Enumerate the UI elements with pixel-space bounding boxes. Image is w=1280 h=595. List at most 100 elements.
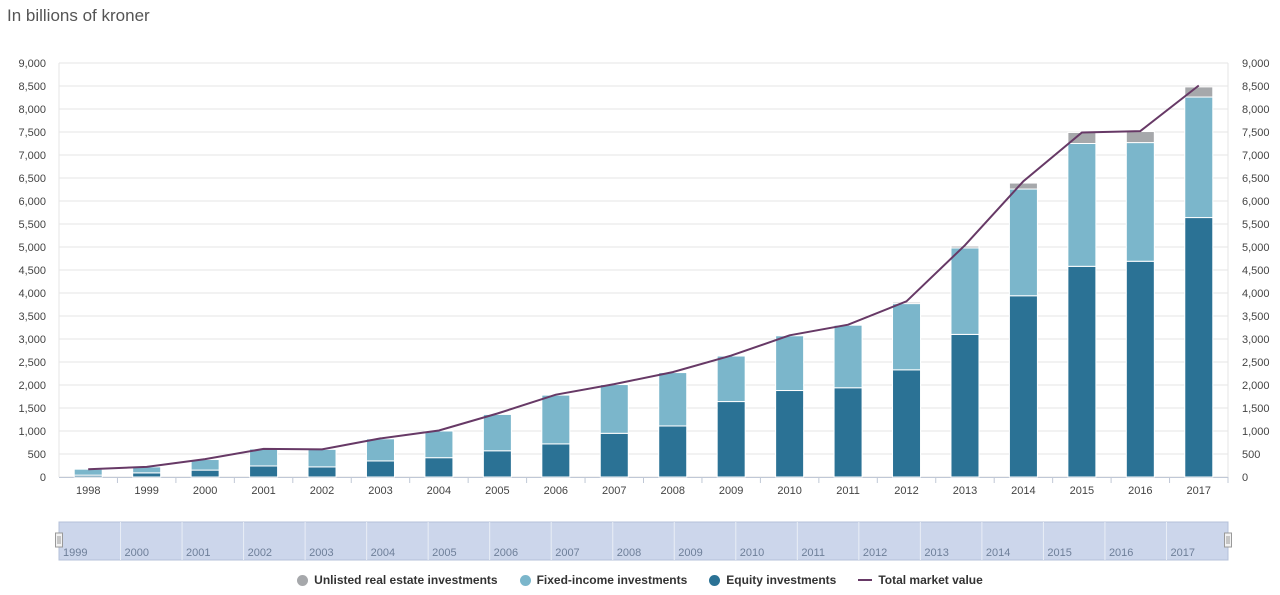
y-tick-label-right: 1,500 <box>1242 403 1270 415</box>
bar-fixed-2010[interactable] <box>775 335 805 392</box>
bar-equity-2016[interactable] <box>1125 260 1155 478</box>
y-tick-label-right: 6,000 <box>1242 196 1270 208</box>
y-tick-label-left: 4,000 <box>18 288 46 300</box>
x-tick-label: 2016 <box>1128 485 1152 497</box>
total-line-series[interactable] <box>88 84 1200 471</box>
y-tick-label-right: 3,000 <box>1242 334 1270 346</box>
navigator-label: 2008 <box>617 547 641 559</box>
x-tick-label: 2013 <box>953 485 977 497</box>
bar-equity-2004[interactable] <box>424 457 454 478</box>
legend-label: Total market value <box>878 573 983 587</box>
bar-fixed-1998[interactable] <box>73 468 103 476</box>
legend-item-fixed-income[interactable]: Fixed-income investments <box>519 573 687 587</box>
navigator-label: 2015 <box>1047 547 1071 559</box>
legend-item-unlisted[interactable]: Unlisted real estate investments <box>297 573 498 587</box>
total-line-swatch-icon <box>858 579 873 581</box>
equity-swatch-icon <box>709 574 721 586</box>
x-tick-label: 2012 <box>894 485 918 497</box>
y-tick-label-left: 5,000 <box>18 242 46 254</box>
bar-fixed-2008[interactable] <box>658 372 688 427</box>
bar-fixed-2004[interactable] <box>424 430 454 459</box>
x-tick-label: 2005 <box>485 485 509 497</box>
bar-equity-2000[interactable] <box>190 469 220 478</box>
x-tick-label: 2004 <box>427 485 451 497</box>
navigator-label: 2017 <box>1170 547 1194 559</box>
bar-equity-2003[interactable] <box>365 460 395 478</box>
y-tick-label-left: 500 <box>28 449 46 461</box>
bar-equity-2012[interactable] <box>892 369 922 478</box>
navigator-right-handle[interactable] <box>1224 532 1232 548</box>
x-tick-label: 2000 <box>193 485 217 497</box>
unlisted-swatch-icon <box>297 574 309 586</box>
bar-unlisted-2014[interactable] <box>1008 182 1038 190</box>
bar-fixed-2003[interactable] <box>365 438 395 462</box>
x-tick-label: 2001 <box>251 485 275 497</box>
chart-canvas: 0 0 500 500 1,000 1,000 1,500 1,500 2,000 2,000 2,… <box>18 58 1270 561</box>
bar-fixed-2006[interactable] <box>541 394 571 445</box>
x-tick-label: 2007 <box>602 485 626 497</box>
bar-fixed-2007[interactable] <box>599 384 629 434</box>
total-market-value-line[interactable] <box>88 84 1200 471</box>
bar-equity-1999[interactable] <box>132 472 162 478</box>
bar-fixed-2016[interactable] <box>1125 142 1155 262</box>
bar-fixed-2017[interactable] <box>1184 96 1214 219</box>
bar-equity-2002[interactable] <box>307 466 337 478</box>
bar-equity-2014[interactable] <box>1008 295 1038 478</box>
bar-fixed-2011[interactable] <box>833 324 863 389</box>
bar-equity-2008[interactable] <box>658 425 688 478</box>
bar-unlisted-2016[interactable] <box>1125 131 1155 144</box>
bar-equity-2001[interactable] <box>249 465 279 478</box>
navigator-label: 2004 <box>371 547 395 559</box>
x-tick-label: 2015 <box>1070 485 1094 497</box>
bar-equity-2013[interactable] <box>950 333 980 478</box>
bar-equity-2017[interactable] <box>1184 217 1214 478</box>
navigator-range-mask[interactable] <box>58 521 1229 561</box>
bar-fixed-2002[interactable] <box>307 448 337 468</box>
bar-fixed-2005[interactable] <box>482 413 512 452</box>
y-tick-label-right: 9,000 <box>1242 58 1270 70</box>
bar-fixed-2013[interactable] <box>950 247 980 335</box>
y-tick-label-left: 7,000 <box>18 150 46 162</box>
y-tick-label-left: 0 <box>40 472 46 484</box>
y-tick-label-left: 2,500 <box>18 357 46 369</box>
y-tick-label-left: 6,500 <box>18 173 46 185</box>
range-navigator[interactable]: 1999 2000 2001 2002 2003 2004 2005 2006 2007 2008… <box>55 521 1232 561</box>
bar-fixed-2009[interactable] <box>716 355 746 403</box>
bar-equity-2006[interactable] <box>541 443 571 478</box>
y-tick-label-right: 8,500 <box>1242 81 1270 93</box>
y-tick-label-left: 8,000 <box>18 104 46 116</box>
legend-label: Equity investments <box>726 573 837 587</box>
bar-equity-2011[interactable] <box>833 387 863 478</box>
navigator-label: 2000 <box>125 547 149 559</box>
y-tick-label-left: 8,500 <box>18 81 46 93</box>
x-tick-label: 2003 <box>368 485 392 497</box>
bar-equity-2009[interactable] <box>716 401 746 478</box>
navigator-label: 2016 <box>1109 547 1133 559</box>
navigator-label: 2011 <box>801 547 825 559</box>
bar-unlisted-2012[interactable] <box>892 301 922 305</box>
y-tick-label-right: 7,000 <box>1242 150 1270 162</box>
bar-equity-2015[interactable] <box>1067 265 1097 478</box>
chart-legend: Unlisted real estate investments Fixed-i… <box>0 573 1280 587</box>
y-tick-label-right: 6,500 <box>1242 173 1270 185</box>
bar-equity-2007[interactable] <box>599 432 629 478</box>
bar-fixed-2014[interactable] <box>1008 188 1038 297</box>
y-tick-label-right: 5,000 <box>1242 242 1270 254</box>
bar-unlisted-2017[interactable] <box>1184 86 1214 98</box>
y-tick-label-right: 1,000 <box>1242 426 1270 438</box>
bar-equity-2005[interactable] <box>482 450 512 478</box>
legend-item-equity[interactable]: Equity investments <box>709 573 836 587</box>
bar-fixed-2015[interactable] <box>1067 143 1097 267</box>
legend-item-total[interactable]: Total market value <box>858 573 983 587</box>
bar-series[interactable] <box>73 86 1214 478</box>
bar-fixed-2012[interactable] <box>892 303 922 371</box>
navigator-left-handle[interactable] <box>55 532 63 548</box>
chart-subtitle: In billions of kroner <box>7 6 150 25</box>
y-tick-label-right: 0 <box>1242 472 1248 484</box>
bar-equity-2010[interactable] <box>775 390 805 478</box>
navigator-label: 2013 <box>924 547 948 559</box>
y-tick-label-left: 2,000 <box>18 380 46 392</box>
navigator-label: 1999 <box>63 547 87 559</box>
y-tick-label-right: 500 <box>1242 449 1260 461</box>
y-tick-label-right: 4,000 <box>1242 288 1270 300</box>
